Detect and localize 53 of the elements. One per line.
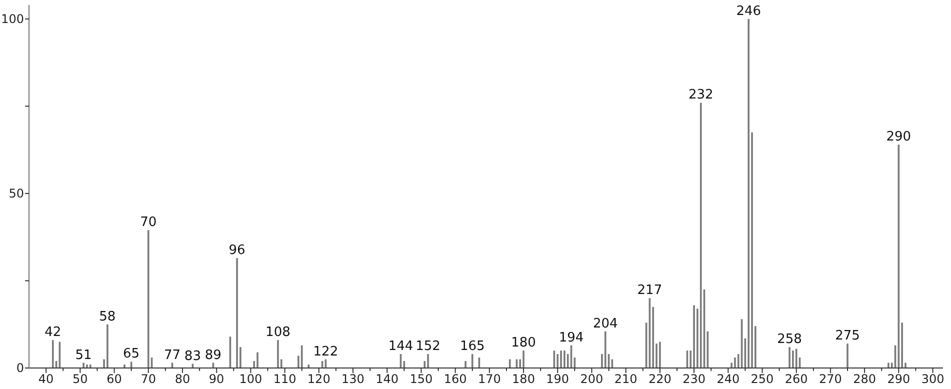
annotation: 58 (99, 309, 116, 324)
x-tick-label: 140 (376, 372, 399, 386)
annotation: 96 (228, 243, 246, 258)
annotation: 122 (313, 344, 338, 360)
x-tick-label: 190 (546, 372, 570, 386)
y-tick-label: 0 (16, 361, 24, 375)
annotation: 165 (460, 339, 485, 354)
x-tick-label: 90 (208, 372, 224, 386)
annotation: 217 (637, 283, 662, 298)
annotation: 89 (204, 348, 222, 363)
x-tick-label: 80 (174, 372, 190, 386)
x-tick-label: 180 (512, 372, 535, 386)
x-tick-label: 240 (716, 372, 740, 386)
annotation: 275 (835, 328, 860, 344)
annotation: 70 (140, 215, 157, 230)
x-tick-label: 130 (342, 372, 364, 386)
annotation: 180 (511, 336, 536, 351)
x-tick-label: 280 (853, 372, 876, 386)
x-tick-label: 300 (921, 372, 944, 386)
x-tick-label: 70 (140, 372, 156, 386)
x-tick-label: 210 (614, 372, 638, 386)
x-tick-label: 250 (750, 372, 774, 386)
x-tick-label: 270 (819, 372, 842, 386)
annotation: 65 (123, 346, 140, 362)
x-tick-label: 100 (239, 372, 262, 386)
annotation: 258 (777, 332, 802, 348)
annotation: 290 (886, 130, 912, 145)
y-tick-label: 50 (8, 186, 24, 200)
x-tick-label: 50 (72, 372, 88, 386)
x-tick-label: 170 (478, 372, 501, 386)
annotation: 246 (736, 4, 762, 19)
x-tick-label: 160 (444, 372, 467, 386)
x-tick-label: 230 (682, 372, 706, 386)
annotation: 144 (388, 339, 414, 354)
annotation: 42 (44, 325, 62, 340)
annotation: 152 (416, 339, 440, 354)
annotation: 108 (266, 325, 290, 340)
x-tick-label: 150 (410, 372, 433, 386)
annotation: 232 (688, 88, 714, 103)
annotation: 77 (164, 348, 181, 363)
x-tick-label: 260 (784, 372, 808, 386)
x-tick-label: 290 (887, 372, 910, 386)
x-tick-label: 110 (273, 372, 296, 386)
annotation: 204 (592, 316, 618, 332)
y-tick-label: 100 (1, 12, 24, 26)
annotation: 194 (558, 330, 584, 346)
annotation: 83 (184, 348, 201, 364)
x-tick-label: 60 (106, 372, 122, 386)
annotation: 51 (75, 348, 92, 363)
x-tick-label: 120 (307, 372, 330, 386)
x-tick-label: 200 (580, 372, 604, 386)
x-tick-label: 40 (38, 372, 54, 386)
x-tick-label: 220 (648, 372, 672, 386)
